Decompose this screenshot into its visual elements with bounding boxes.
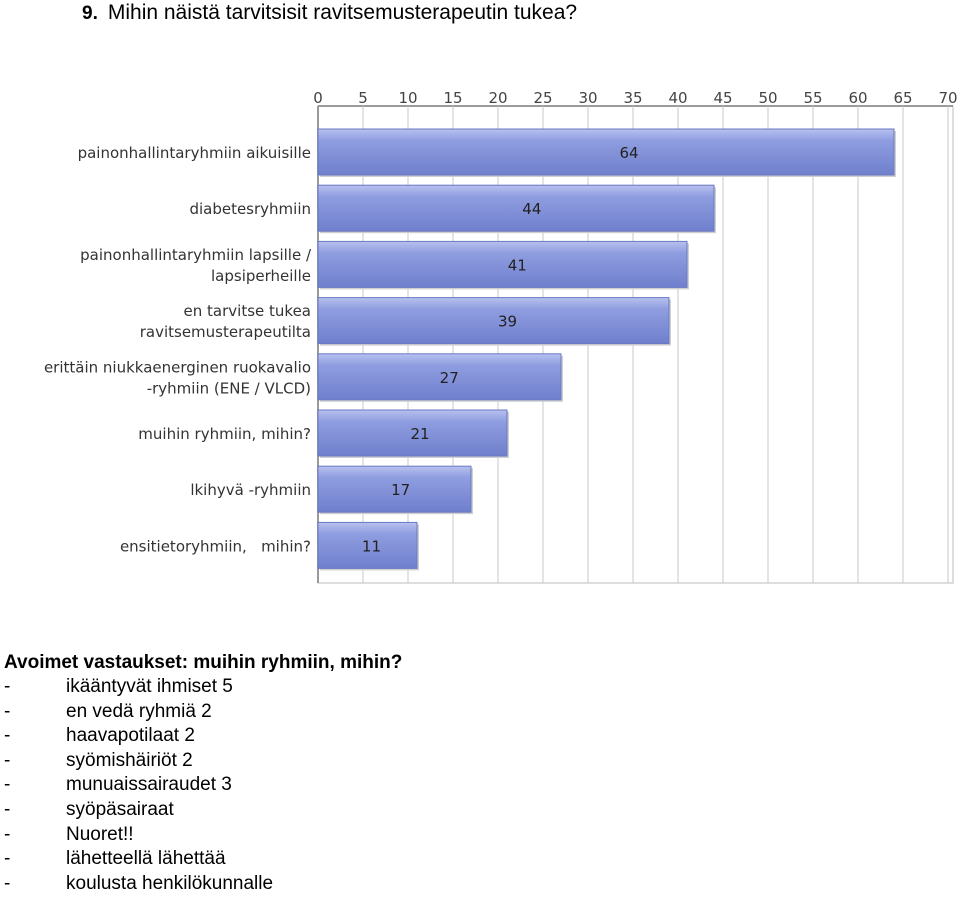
answer-item: - ikääntyvät ihmiset 5 — [4, 675, 944, 700]
x-tick-label: 40 — [668, 89, 687, 107]
x-tick-label: 20 — [488, 89, 507, 107]
answer-text: syömishäiriöt 2 — [66, 749, 193, 771]
category-label: diabetesryhmiin — [189, 200, 311, 218]
open-answers: Avoimet vastaukset: muihin ryhmiin, mihi… — [4, 651, 944, 896]
bar — [317, 297, 670, 345]
answer-text: lähetteellä lähettää — [66, 848, 226, 870]
bar — [317, 521, 418, 569]
x-tick-label: 65 — [893, 89, 912, 107]
answer-text: haavapotilaat 2 — [66, 725, 195, 747]
answer-item: - koulusta henkilökunnalle — [4, 872, 944, 897]
category-label: en tarvitse tukea — [184, 302, 311, 320]
answer-item: - syöpäsairaat — [4, 798, 944, 823]
answer-bullet: - — [4, 676, 11, 697]
answer-item: - syömishäiriöt 2 — [4, 749, 944, 774]
category-label: muihin ryhmiin, mihin? — [138, 425, 311, 443]
answer-item: - lähetteellä lähettää — [4, 847, 944, 872]
x-tick-label: 25 — [533, 89, 552, 107]
x-tick-label: 70 — [938, 89, 957, 107]
answer-bullet: - — [4, 725, 11, 747]
category-label: painonhallintaryhmiin lapsille / — [80, 246, 312, 264]
x-tick-label: 30 — [578, 89, 597, 107]
bar-value-label: 11 — [362, 537, 381, 555]
answer-item: - haavapotilaat 2 — [4, 724, 944, 749]
answer-bullet: - — [4, 872, 11, 894]
x-tick-label: 0 — [313, 89, 323, 107]
answer-bullet: - — [4, 774, 11, 796]
bar — [317, 353, 562, 401]
category-label: erittäin niukkaenerginen ruokavalio — [44, 358, 311, 376]
bar-value-label: 64 — [619, 144, 638, 162]
x-tick-label: 50 — [758, 89, 777, 107]
answer-bullet: - — [4, 749, 11, 771]
bar — [317, 128, 895, 176]
answer-bullet: - — [4, 848, 11, 870]
category-label: -ryhmiin (ENE / VLCD) — [147, 379, 311, 397]
answer-text: syöpäsairaat — [66, 798, 174, 820]
bar-value-label: 27 — [440, 369, 459, 387]
answer-text: ikääntyvät ihmiset 5 — [66, 676, 233, 697]
answer-text: en vedä ryhmiä 2 — [66, 700, 212, 722]
category-label: ravitsemusterapeutilta — [140, 323, 311, 341]
answer-text: munuaissairaudet 3 — [66, 774, 232, 796]
question-title: 9. Mihin näistä tarvitsisit ravitsemuster… — [82, 0, 577, 26]
question-number: 9. — [82, 3, 98, 24]
x-tick-label: 35 — [623, 89, 642, 107]
category-label: painonhallintaryhmiin aikuisille — [78, 144, 311, 162]
category-label: lapsiperheille — [211, 267, 311, 285]
answer-bullet: - — [4, 798, 11, 820]
bar-chart: 0 5 10 15 20 25 30 35 40 45 50 55 60 65 70 64 44 41 39 27 2… — [44, 89, 958, 584]
answer-bullet: - — [4, 823, 11, 845]
bar-value-label: 41 — [508, 256, 527, 274]
bar — [317, 409, 508, 457]
answer-bullet: - — [4, 700, 11, 722]
x-tick-label: 60 — [848, 89, 867, 107]
x-tick-label: 45 — [713, 89, 732, 107]
bar — [317, 240, 688, 288]
answer-text: koulusta henkilökunnalle — [66, 872, 274, 894]
answer-item: - Nuoret!! — [4, 823, 944, 848]
bar — [317, 184, 715, 232]
bar-value-label: 39 — [498, 313, 517, 331]
answer-text: Nuoret!! — [66, 823, 134, 845]
answers-list: - ikääntyvät ihmiset 5 - en vedä ryhmiä 2 - h… — [4, 675, 944, 896]
category-label: lkihyvä -ryhmiin — [190, 481, 311, 499]
x-tick-label: 5 — [358, 89, 368, 107]
question-text: Mihin näistä tarvitsisit ravitsemusterap… — [107, 1, 578, 24]
answer-item: - munuaissairaudet 3 — [4, 773, 944, 798]
x-tick-label: 15 — [443, 89, 462, 107]
bar-value-label: 17 — [391, 481, 410, 499]
answers-heading: Avoimet vastaukset: muihin ryhmiin, mihi… — [4, 652, 403, 673]
category-label: ensitietoryhmiin, mihin? — [120, 537, 311, 555]
x-tick-label: 55 — [803, 89, 822, 107]
bar — [317, 465, 472, 513]
x-tick-label: 10 — [398, 89, 417, 107]
bar-value-label: 44 — [522, 200, 541, 218]
answer-item: - en vedä ryhmiä 2 — [4, 700, 944, 725]
bar-value-label: 21 — [411, 425, 430, 443]
